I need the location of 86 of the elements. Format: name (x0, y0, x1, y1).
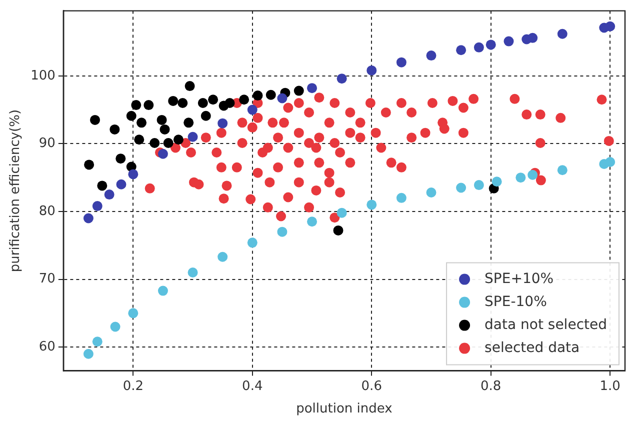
point (605, 21, 616, 32)
point (218, 252, 228, 262)
legend-label: SPE+10% (484, 270, 554, 287)
legend-label: data not selected (484, 316, 608, 333)
x-tick-label: 1.0 (600, 378, 620, 394)
point (474, 42, 484, 52)
point (277, 226, 288, 237)
point (366, 65, 377, 76)
point (504, 36, 514, 46)
point (160, 124, 170, 134)
point (198, 98, 208, 108)
point (188, 267, 198, 278)
point (200, 110, 211, 121)
point (116, 154, 126, 164)
point (158, 148, 168, 159)
point (252, 90, 263, 101)
point (486, 40, 496, 50)
point (178, 98, 188, 108)
x-tick-label: 0.6 (361, 378, 382, 394)
point (126, 110, 136, 121)
point (492, 176, 502, 187)
point (224, 98, 235, 108)
point (426, 187, 436, 198)
point (307, 216, 318, 227)
point (163, 138, 174, 148)
point (104, 190, 114, 200)
point (134, 134, 144, 145)
point (84, 160, 94, 170)
point (557, 165, 568, 176)
point (396, 192, 406, 203)
point (366, 200, 377, 210)
point (184, 118, 194, 128)
legend-label: SPE-10% (484, 294, 547, 310)
y-tick-label: 80 (38, 204, 56, 219)
point (208, 94, 218, 105)
point (456, 182, 466, 193)
point (144, 100, 154, 110)
point (116, 179, 126, 190)
legend-label: selected data (484, 340, 580, 356)
point (557, 28, 568, 39)
point (97, 180, 108, 191)
point (184, 81, 195, 92)
point (333, 225, 344, 236)
y-tick-label: 90 (38, 136, 56, 152)
x-axis-title: pollution index (296, 402, 393, 417)
point (247, 104, 258, 115)
point (128, 169, 138, 180)
y-axis-title: purification efficiency(%) (8, 109, 24, 272)
point (150, 138, 160, 148)
point (516, 172, 526, 183)
y-tick-label: 60 (38, 339, 56, 354)
point (188, 132, 198, 142)
point (110, 124, 120, 134)
point (307, 83, 318, 94)
point (336, 208, 347, 218)
point (92, 201, 102, 212)
x-tick-label: 0.8 (480, 378, 502, 394)
point (110, 322, 120, 332)
point (294, 86, 304, 96)
point (396, 57, 406, 68)
point (128, 308, 138, 318)
point (168, 96, 178, 106)
point (474, 180, 484, 190)
point (456, 45, 466, 56)
point (83, 213, 94, 224)
point (83, 348, 94, 359)
point (218, 118, 228, 128)
point (426, 50, 436, 61)
point (136, 118, 147, 128)
point (131, 100, 142, 110)
x-tick-label: 0.4 (242, 378, 263, 394)
point (247, 238, 258, 248)
y-tick-label: 70 (38, 272, 56, 287)
point (173, 134, 184, 145)
point (158, 286, 168, 296)
point (92, 336, 102, 347)
point (239, 94, 250, 105)
point (528, 32, 538, 43)
point (266, 90, 276, 100)
point (336, 74, 347, 84)
y-tick-label: 100 (30, 68, 56, 84)
point (156, 114, 167, 125)
point (605, 156, 616, 167)
point (277, 93, 288, 104)
point (90, 114, 100, 125)
x-tick-label: 0.2 (122, 378, 144, 394)
